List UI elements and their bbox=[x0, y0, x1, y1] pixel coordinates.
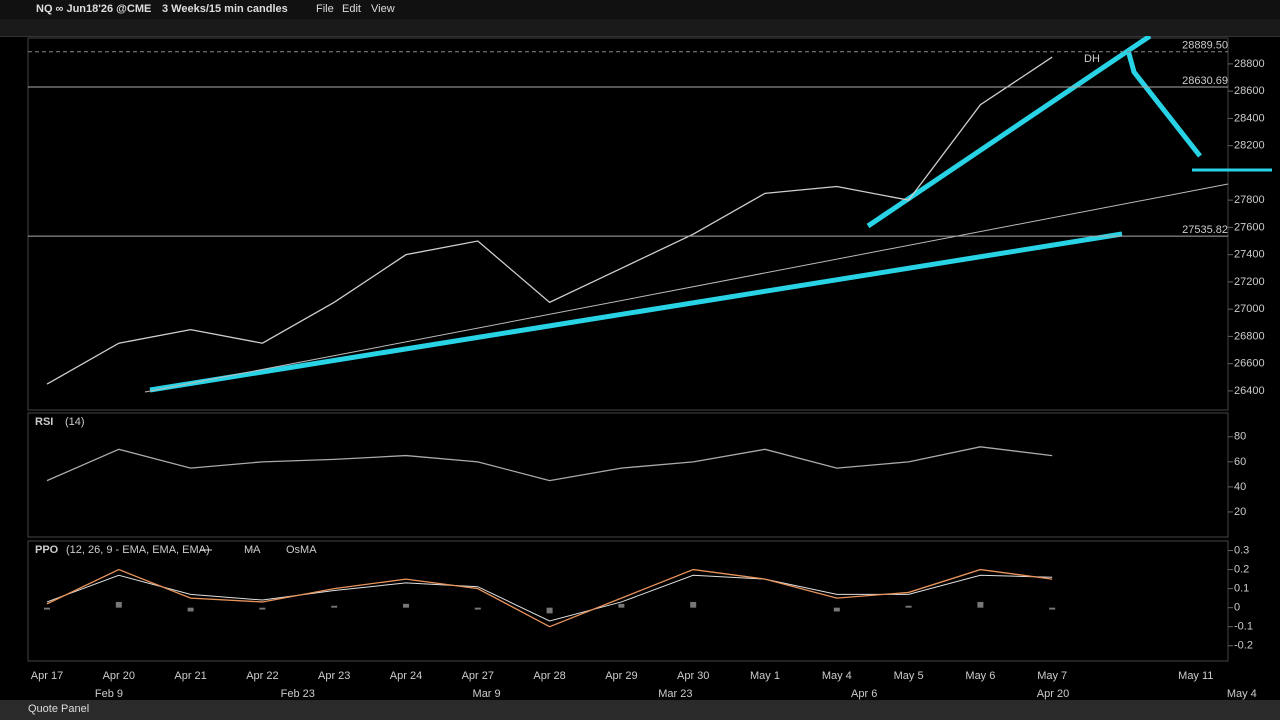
y-tick-label: -0.2 bbox=[1234, 640, 1253, 652]
toolbar bbox=[0, 19, 1280, 37]
title-bar: NQ ∞ Jun18'26 @CME 3 Weeks/15 min candle… bbox=[0, 0, 1280, 19]
y-tick-label: 40 bbox=[1234, 481, 1246, 493]
histogram-bar bbox=[833, 607, 840, 612]
quote-panel[interactable]: Quote Panel bbox=[0, 700, 1280, 720]
x-tick-label: Apr 20 bbox=[103, 670, 135, 682]
trendline bbox=[149, 231, 1123, 393]
histogram-bar bbox=[690, 601, 697, 608]
panel-params: (12, 26, 9 - EMA, EMA, EMA) bbox=[66, 544, 210, 556]
x-tick-label: Apr 30 bbox=[677, 670, 709, 682]
timeframe[interactable]: 3 Weeks/15 min candles bbox=[162, 3, 288, 15]
annotation: DH bbox=[1084, 53, 1100, 65]
overview-label: Mar 23 bbox=[658, 688, 692, 700]
histogram-bar bbox=[977, 601, 984, 608]
projection bbox=[1125, 49, 1202, 158]
overview-label: Feb 9 bbox=[95, 688, 123, 700]
y-tick-label: 0.2 bbox=[1234, 563, 1249, 575]
y-tick-label: 28800 bbox=[1234, 58, 1265, 70]
overview-label: Apr 6 bbox=[851, 688, 877, 700]
x-tick-label: Apr 28 bbox=[533, 670, 565, 682]
legend-label: OsMA bbox=[286, 544, 317, 556]
series-line bbox=[46, 56, 1053, 385]
trendline bbox=[144, 183, 1229, 393]
histogram-bar bbox=[259, 607, 266, 610]
x-tick-label: Apr 29 bbox=[605, 670, 637, 682]
level-label: 27535.82 bbox=[1182, 224, 1228, 236]
histogram-bar bbox=[331, 605, 338, 608]
overview-label: Feb 23 bbox=[281, 688, 315, 700]
y-tick-label: 27400 bbox=[1234, 249, 1265, 261]
trendlines bbox=[149, 36, 1272, 393]
y-tick-label: 0 bbox=[1234, 602, 1240, 614]
x-tick-label: Apr 17 bbox=[31, 670, 63, 682]
x-tick-label: Apr 24 bbox=[390, 670, 422, 682]
x-tick-label: May 7 bbox=[1037, 670, 1067, 682]
histogram-bar bbox=[546, 607, 553, 614]
x-tick-label: May 11 bbox=[1178, 670, 1213, 682]
menu-item[interactable]: Edit bbox=[342, 3, 361, 15]
panel-title: RSI bbox=[35, 416, 53, 428]
level-label: 28630.69 bbox=[1182, 75, 1228, 87]
histogram-bar bbox=[44, 607, 50, 610]
x-tick-label: May 1 bbox=[750, 670, 780, 682]
menu-item[interactable]: File bbox=[316, 3, 334, 15]
y-tick-label: 28600 bbox=[1234, 85, 1265, 97]
rsi-panel bbox=[27, 412, 1229, 538]
overview-label: May 4 bbox=[1227, 688, 1257, 700]
panel-params: (14) bbox=[65, 416, 85, 428]
histogram-bar bbox=[618, 603, 625, 608]
y-tick-label: 27000 bbox=[1234, 303, 1265, 315]
overview-label: Mar 9 bbox=[473, 688, 501, 700]
level-label: 28889.50 bbox=[1182, 40, 1228, 52]
price-panel bbox=[27, 37, 1229, 411]
trendline bbox=[866, 36, 1152, 229]
x-tick-label: Apr 22 bbox=[246, 670, 278, 682]
y-tick-label: 60 bbox=[1234, 456, 1246, 468]
y-tick-label: 0.1 bbox=[1234, 583, 1249, 595]
histogram-bar bbox=[905, 605, 912, 608]
histogram-bar bbox=[474, 607, 481, 610]
y-tick-label: 28400 bbox=[1234, 112, 1265, 124]
series-line bbox=[46, 568, 1053, 628]
series-line bbox=[46, 446, 1053, 482]
x-tick-label: May 5 bbox=[894, 670, 924, 682]
y-tick-label: 27800 bbox=[1234, 194, 1265, 206]
y-tick-label: 26400 bbox=[1234, 385, 1265, 397]
x-tick-label: May 4 bbox=[822, 670, 852, 682]
overview-label: Apr 20 bbox=[1037, 688, 1069, 700]
x-tick-label: Apr 21 bbox=[174, 670, 206, 682]
ppo-panel bbox=[27, 540, 1229, 662]
y-tick-label: 20 bbox=[1234, 506, 1246, 518]
y-tick-label: 27200 bbox=[1234, 276, 1265, 288]
panel-title: PPO bbox=[35, 544, 59, 556]
histogram-bar bbox=[115, 601, 122, 608]
x-tick-label: May 6 bbox=[965, 670, 995, 682]
histogram-bar bbox=[1049, 607, 1056, 610]
y-tick-label: 26600 bbox=[1234, 358, 1265, 370]
footer-label: Quote Panel bbox=[28, 703, 90, 715]
y-tick-label: 0.3 bbox=[1234, 544, 1249, 556]
histogram-bar bbox=[403, 603, 409, 608]
y-tick-label: 28200 bbox=[1234, 140, 1265, 152]
y-tick-label: 27600 bbox=[1234, 221, 1265, 233]
histogram-bar bbox=[187, 607, 194, 612]
symbol[interactable]: NQ ∞ Jun18'26 @CME bbox=[36, 3, 152, 15]
menu-item[interactable]: View bbox=[371, 3, 395, 15]
y-tick-label: -0.1 bbox=[1234, 621, 1253, 633]
x-tick-label: Apr 27 bbox=[462, 670, 494, 682]
x-tick-label: Apr 23 bbox=[318, 670, 350, 682]
chart: 26400 26600 26800 27000 27200 27400 27600 27800… bbox=[27, 36, 1272, 700]
y-tick-label: 80 bbox=[1234, 431, 1246, 443]
y-tick-label: 26800 bbox=[1234, 330, 1265, 342]
